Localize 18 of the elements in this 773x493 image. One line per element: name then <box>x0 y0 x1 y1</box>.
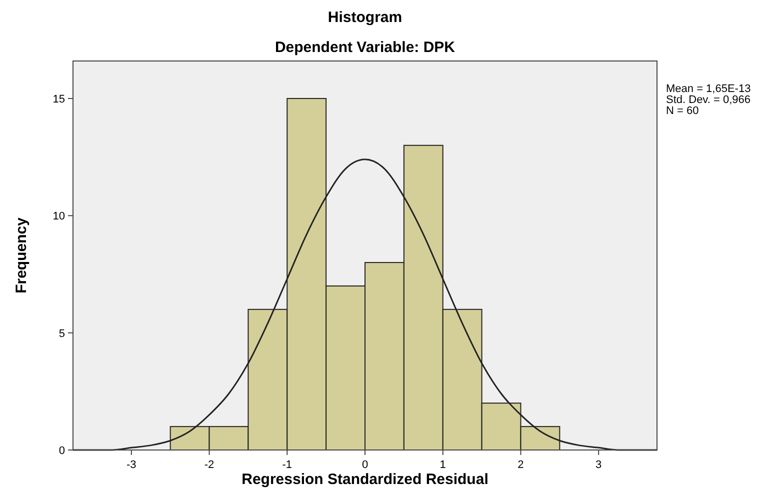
y-tick-label: 0 <box>58 445 65 457</box>
x-tick-label: 2 <box>518 459 524 471</box>
text: Std. Dev. = 0,966 <box>666 94 750 106</box>
y-tick-label: 5 <box>58 328 65 340</box>
chart-title: Histogram <box>328 9 402 26</box>
text: N = 60 <box>666 105 699 117</box>
x-tick-label: -2 <box>204 459 214 471</box>
chart-subtitle: Dependent Variable: DPK <box>274 39 456 56</box>
y-tick-label: 15 <box>52 93 65 106</box>
x-tick-label: 3 <box>596 459 602 471</box>
y-tick-label: 10 <box>52 210 65 223</box>
x-tick-label: 0 <box>362 459 368 471</box>
text: Mean = 1,65E-13 <box>666 83 751 95</box>
x-axis-title: Regression Standardized Residual <box>242 471 488 488</box>
y-axis-title: Frequency <box>13 216 30 294</box>
x-tick-label: 1 <box>440 459 446 471</box>
x-tick-label: -3 <box>126 459 136 471</box>
x-tick-label: -1 <box>282 459 292 471</box>
